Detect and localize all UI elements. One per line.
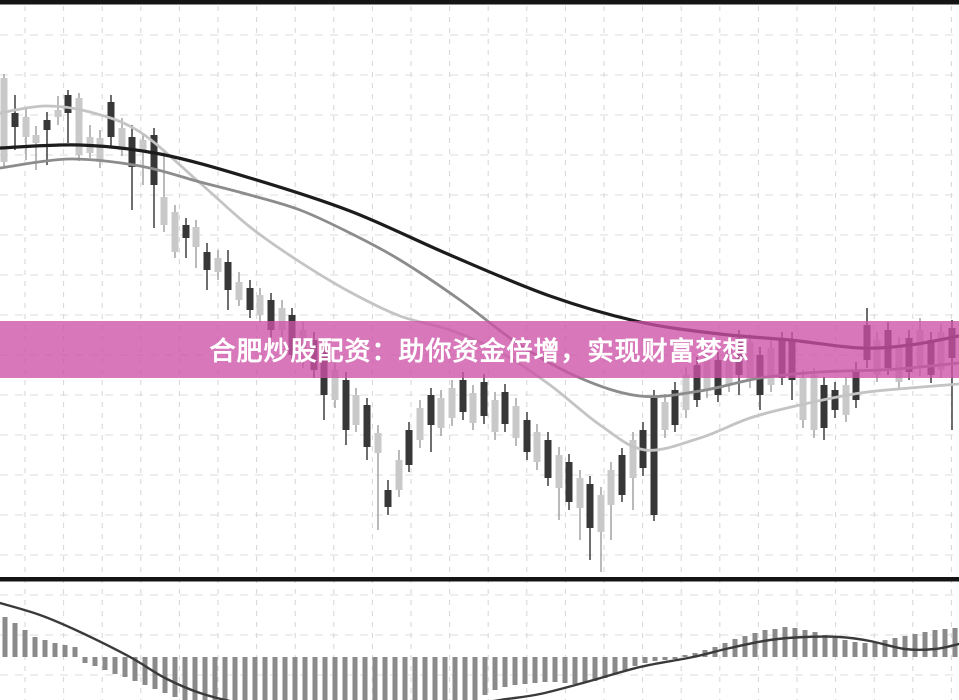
volume-histogram [2,617,958,700]
signal-line [0,601,959,700]
ma-slow-black [0,143,959,350]
panel-separator-line [0,577,959,582]
candlestick-layer [0,74,956,572]
grid-lines [0,6,959,700]
top-border-bar [0,0,959,5]
